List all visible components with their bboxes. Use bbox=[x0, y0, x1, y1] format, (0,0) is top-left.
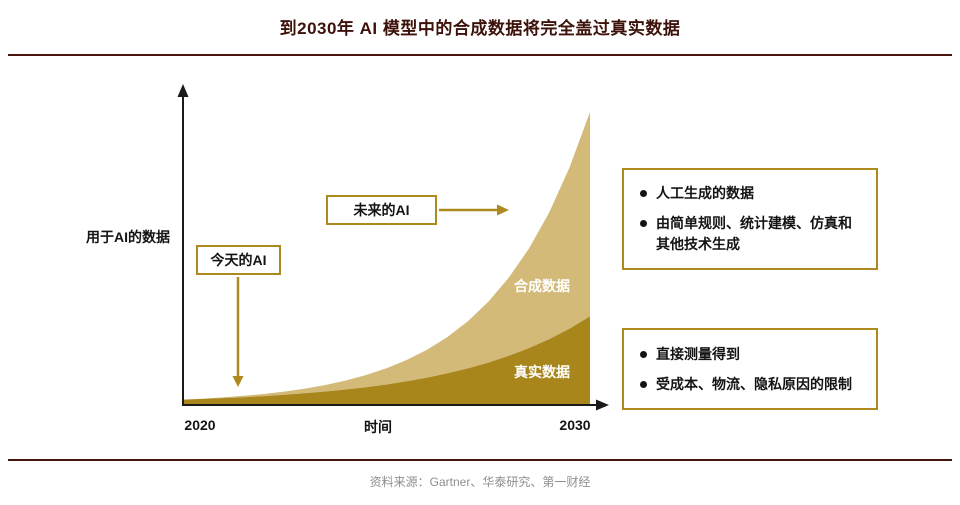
x-axis-label: 时间 bbox=[364, 419, 392, 435]
list-item: 由简单规则、统计建模、仿真和其他技术生成 bbox=[640, 213, 860, 255]
future-ai-callout: 未来的AI bbox=[326, 195, 437, 225]
real-data-info-box: 直接测量得到 受成本、物流、隐私原因的限制 bbox=[622, 328, 878, 410]
bottom-rule bbox=[8, 459, 952, 461]
bullet-text: 人工生成的数据 bbox=[656, 185, 754, 201]
list-item: 人工生成的数据 bbox=[640, 183, 860, 204]
bullet-text: 由简单规则、统计建模、仿真和其他技术生成 bbox=[656, 215, 852, 252]
synthetic-area-label: 合成数据 bbox=[514, 278, 570, 294]
synthetic-data-info-box: 人工生成的数据 由简单规则、统计建模、仿真和其他技术生成 bbox=[622, 168, 878, 270]
bullet-text: 受成本、物流、隐私原因的限制 bbox=[656, 375, 852, 392]
list-item: 受成本、物流、隐私原因的限制 bbox=[640, 374, 860, 395]
bullet-dot-icon bbox=[640, 380, 647, 388]
today-ai-callout: 今天的AI bbox=[196, 245, 281, 275]
x-tick-2030: 2030 bbox=[559, 417, 591, 433]
today-arrow-head-icon bbox=[232, 376, 244, 387]
synthetic-data-area bbox=[183, 112, 590, 400]
page-title: 到2030年 AI 模型中的合成数据将完全盖过真实数据 bbox=[279, 19, 681, 38]
y-axis-label: 用于AI的数据 bbox=[86, 229, 170, 245]
list-item: 直接测量得到 bbox=[640, 344, 860, 365]
x-axis-arrow-icon bbox=[596, 399, 609, 411]
bullet-dot-icon bbox=[640, 220, 647, 227]
future-arrow-head-icon bbox=[497, 204, 509, 216]
source-note: 资料来源：Gartner、华泰研究、第一财经 bbox=[369, 475, 591, 489]
bullet-text: 直接测量得到 bbox=[656, 345, 740, 362]
bullet-dot-icon bbox=[640, 350, 647, 358]
y-axis-arrow-icon bbox=[177, 84, 189, 97]
real-data-area bbox=[183, 316, 590, 404]
top-rule bbox=[8, 54, 952, 56]
x-tick-2020: 2020 bbox=[184, 417, 216, 433]
bullet-dot-icon bbox=[640, 190, 647, 197]
real-area-label: 真实数据 bbox=[514, 364, 570, 380]
